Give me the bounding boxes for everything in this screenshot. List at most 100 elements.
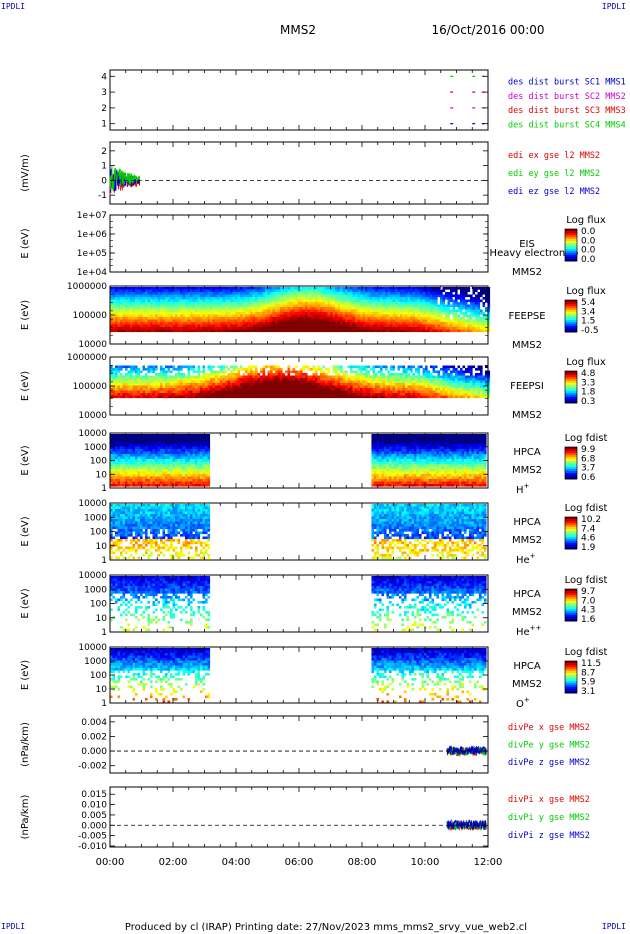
- spectrogram-cell: [230, 317, 233, 320]
- spectrogram-cell: [150, 464, 153, 467]
- spectrogram-cell: [387, 307, 391, 310]
- spectrogram-cell: [250, 304, 253, 308]
- spectrogram-cell: [222, 317, 226, 320]
- spectrogram-cell: [130, 393, 133, 396]
- spectrogram-cell: [467, 294, 471, 298]
- spectrogram-cell: [177, 380, 181, 384]
- spectrogram-cell: [375, 302, 378, 305]
- spectrogram-cell: [117, 383, 121, 386]
- spectrogram-cell: [217, 292, 221, 295]
- spectrogram-cell: [342, 380, 346, 384]
- spectrogram-cell: [142, 469, 146, 472]
- spectrogram-cell: [250, 309, 253, 313]
- spectrogram-cell: [307, 380, 311, 384]
- spectrogram-cell: [455, 368, 458, 371]
- spectrogram-cell: [140, 446, 143, 450]
- spectrogram-cell: [137, 466, 141, 470]
- spectrogram-cell: [137, 471, 141, 475]
- spectrogram-cell: [180, 312, 183, 315]
- spectrogram-cell: [430, 380, 433, 384]
- spectrogram-cell: [180, 309, 183, 313]
- spectrogram-cell: [315, 319, 318, 323]
- spectrogram-cell: [180, 289, 183, 293]
- spectrogram-cell: [360, 297, 363, 300]
- spectrogram-cell: [270, 393, 273, 396]
- spectrogram-cell: [180, 322, 183, 325]
- spectrogram-cell: [377, 395, 381, 399]
- spectrogram-cell: [362, 324, 366, 328]
- spectrogram-cell: [280, 393, 283, 396]
- spectrogram-cell: [302, 388, 306, 391]
- spectrogram-cell: [207, 309, 211, 313]
- spectrogram-cell: [280, 309, 283, 313]
- spectrogram-cell: [357, 395, 361, 399]
- spectrogram-cell: [157, 479, 161, 482]
- spectrogram-cell: [142, 307, 146, 310]
- spectrogram-cell: [357, 385, 361, 389]
- spectrogram-cell: [215, 287, 218, 290]
- spectrogram-cell: [320, 329, 323, 333]
- spectrogram-cell: [465, 390, 468, 394]
- spectrogram-cell: [160, 395, 163, 399]
- spectrogram-cell: [440, 327, 443, 330]
- spectrogram-cell: [355, 373, 358, 376]
- spectrogram-cell: [120, 461, 123, 465]
- spectrogram-cell: [122, 327, 126, 330]
- spectrogram-cell: [370, 314, 373, 318]
- spectrogram-cell: [335, 365, 338, 369]
- spectrogram-cell: [427, 312, 431, 315]
- spectrogram-cell: [437, 289, 441, 293]
- spectrogram-cell: [177, 370, 181, 374]
- spectrogram-cell: [137, 451, 141, 455]
- spectrogram-cell: [395, 322, 398, 325]
- feepse-spacecraft-label: MMS2: [512, 340, 542, 351]
- spectrogram-cell: [130, 287, 133, 290]
- spectrogram-cell: [135, 385, 138, 389]
- spectrogram-cell: [337, 302, 341, 305]
- spectrogram-cell: [290, 324, 293, 328]
- spectrogram-cell: [465, 294, 468, 298]
- spectrogram-cell: [472, 297, 476, 300]
- spectrogram-cell: [250, 380, 253, 384]
- spectrogram-cell: [195, 297, 198, 300]
- spectrogram-cell: [147, 385, 151, 389]
- spectrogram-cell: [475, 329, 478, 333]
- spectrogram-cell: [322, 395, 326, 399]
- spectrogram-cell: [302, 383, 306, 386]
- spectrogram-cell: [367, 304, 371, 308]
- spectrogram-cell: [135, 309, 138, 313]
- spectrogram-cell: [177, 383, 181, 386]
- spectrogram-cell: [445, 373, 448, 376]
- spectrogram-cell: [242, 368, 246, 371]
- spectrogram-cell: [157, 322, 161, 325]
- spectrogram-cell: [152, 471, 156, 475]
- spectrogram-cell: [417, 307, 421, 310]
- spectrogram-cell: [165, 378, 168, 381]
- spectrogram-cell: [475, 319, 478, 323]
- spectrogram-cell: [110, 388, 113, 391]
- spectrogram-cell: [320, 309, 323, 313]
- spectrogram-cell: [485, 322, 488, 325]
- spectrogram-cell: [165, 289, 168, 293]
- spectrogram-cell: [360, 319, 363, 323]
- spectrogram-cell: [127, 481, 131, 485]
- spectrogram-cell: [267, 314, 271, 318]
- spectrogram-cell: [122, 464, 126, 467]
- spectrogram-cell: [420, 329, 423, 333]
- spectrogram-cell: [215, 385, 218, 389]
- spectrogram-cell: [125, 393, 128, 396]
- spectrogram-cell: [332, 390, 336, 394]
- spectrogram-cell: [215, 327, 218, 330]
- spectrogram-cell: [275, 292, 278, 295]
- spectrogram-cell: [175, 309, 178, 313]
- spectrogram-cell: [160, 436, 163, 440]
- spectrogram-cell: [270, 322, 273, 325]
- spectrogram-cell: [235, 299, 238, 303]
- spectrogram-cell: [440, 314, 443, 318]
- spectrogram-cell: [145, 481, 148, 485]
- spectrogram-cell: [365, 324, 368, 328]
- spectrogram-cell: [310, 289, 313, 293]
- spectrogram-cell: [245, 307, 248, 310]
- spectrogram-cell: [442, 322, 446, 325]
- spectrogram-cell: [207, 327, 211, 330]
